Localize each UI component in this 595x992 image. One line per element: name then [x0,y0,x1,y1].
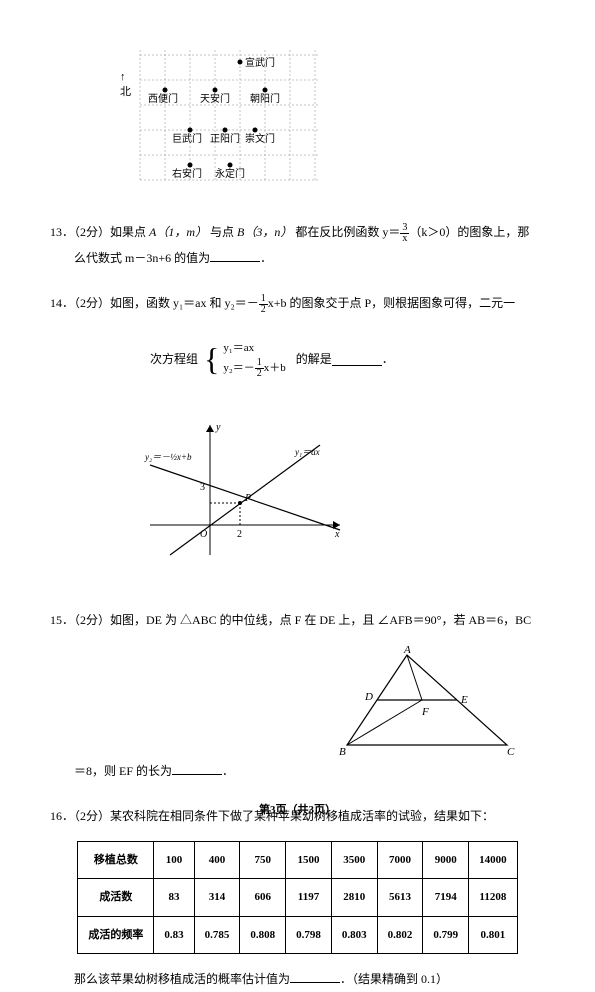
q14-graph: P O 2 3 x y y₁＝ax y₂＝－½x+b [140,415,350,565]
svg-text:崇文门: 崇文门 [245,132,275,145]
svg-text:朝阳门: 朝阳门 [250,92,280,105]
q16-table: 移植总数100400750150035007000900014000 成活数83… [77,841,517,954]
q15-blank [172,761,222,775]
svg-text:C: C [507,746,515,758]
north-arrow: ↑ [120,71,126,83]
svg-text:天安门: 天安门 [200,92,230,105]
q16-blank [290,969,340,983]
svg-text:A: A [403,645,411,656]
table-row: 成活数83314606119728105613719411208 [78,879,517,916]
q14-equation-system: 次方程组 { y₁＝ax y₂＝－12x＋b 的解是． [150,324,545,394]
svg-text:永定门: 永定门 [215,167,245,180]
svg-text:正阳门: 正阳门 [210,132,240,145]
map-svg: ↑ 北 宣武门 西便门 天安门 朝阳门 巨武门 正阳门 崇文门 右安门 永定门 [110,40,330,190]
table-row: 移植总数100400750150035007000900014000 [78,842,517,879]
q14-blank [332,352,382,366]
svg-text:E: E [460,694,468,706]
table-row: 成活的频率0.830.7850.8080.7980.8030.8020.7990… [78,916,517,953]
question-14: 14．（2分）如图，函数 y₁＝ax 和 y₂＝－12x+b 的图象交于点 P，… [50,290,545,589]
svg-text:F: F [421,706,429,718]
svg-text:宣武门: 宣武门 [245,56,275,69]
svg-text:B: B [339,746,346,758]
map-diagram: ↑ 北 宣武门 西便门 天安门 朝阳门 巨武门 正阳门 崇文门 右安门 永定门 [110,40,545,194]
north-label: 北 [120,85,131,98]
svg-text:y₁＝ax: y₁＝ax [294,447,320,457]
svg-text:D: D [364,691,373,703]
question-16: 16．（2分）某农科院在相同条件下做了某种苹果幼树移植成活率的试验，结果如下： … [50,803,545,992]
svg-text:O: O [200,529,207,540]
svg-text:P: P [244,493,251,504]
q15-triangle: A B C D E F [337,645,517,760]
svg-text:巨武门: 巨武门 [172,132,202,145]
question-13: 13．（2分）如果点 A（1，m） 与点 B（3，n） 都在反比例函数 y＝3x… [50,219,545,272]
svg-text:3: 3 [200,482,205,493]
svg-text:右安门: 右安门 [172,167,202,180]
q13-blank [210,248,260,262]
q13-text: 13．（2分）如果点 A（1，m） 与点 B（3，n） 都在反比例函数 y＝3x… [50,225,529,239]
svg-text:y: y [215,422,221,433]
page-footer: 第3页（共3页） [0,801,595,817]
svg-text:西便门: 西便门 [148,92,178,105]
svg-text:x: x [334,529,340,540]
svg-text:y₂＝－½x+b: y₂＝－½x+b [144,452,192,462]
svg-text:2: 2 [237,529,242,540]
question-15: 15．（2分）如图，DE 为 △ABC 的中位线，点 F 在 DE 上，且 ∠A… [50,607,545,785]
